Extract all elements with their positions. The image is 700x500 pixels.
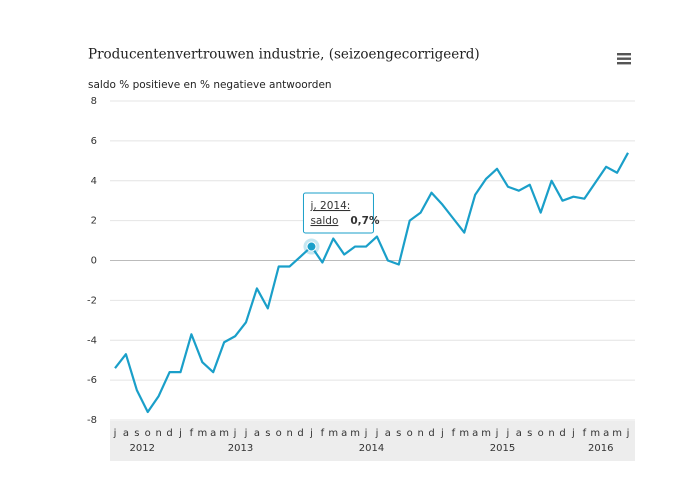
- x-tick-label: m: [459, 428, 469, 439]
- x-group-label: 2016: [588, 443, 613, 454]
- x-tick-label: s: [134, 428, 139, 439]
- x-tick-label: j: [571, 428, 575, 439]
- x-tick-label: n: [417, 428, 423, 439]
- x-tick-label: f: [583, 428, 587, 439]
- x-tick-label: m: [197, 428, 207, 439]
- x-tick-label: m: [350, 428, 360, 439]
- y-tick-label: 8: [91, 96, 97, 107]
- chart-subtitle: saldo % positieve en % negatieve antwoor…: [88, 79, 332, 91]
- x-tick-label: a: [341, 428, 347, 439]
- x-tick-label: f: [452, 428, 456, 439]
- x-tick-label: m: [590, 428, 600, 439]
- x-tick-label: a: [385, 428, 391, 439]
- x-tick-label: j: [364, 428, 368, 439]
- tooltip-box: [302, 192, 374, 234]
- y-tick-label: 6: [91, 136, 97, 147]
- y-tick-label: -2: [87, 295, 97, 306]
- tooltip-series: saldo: [310, 215, 338, 227]
- x-tick-label: j: [440, 428, 444, 439]
- x-tick-label: d: [297, 428, 303, 439]
- x-tick-label: d: [559, 428, 565, 439]
- x-group-label: 2012: [130, 443, 155, 454]
- chart-title: Producentenvertrouwen industrie, (seizoe…: [88, 47, 480, 63]
- x-tick-label: j: [375, 428, 379, 439]
- x-tick-label: f: [321, 428, 325, 439]
- x-tick-label: a: [123, 428, 129, 439]
- x-tick-label: a: [516, 428, 522, 439]
- x-tick-label: o: [145, 428, 151, 439]
- menu-bar: [617, 53, 631, 56]
- y-tick-label: 4: [91, 176, 97, 187]
- menu-button[interactable]: [617, 53, 631, 65]
- x-tick-label: m: [328, 428, 338, 439]
- tooltip-number: 0,7%: [350, 215, 380, 227]
- y-tick-label: -6: [87, 375, 97, 386]
- x-tick-label: a: [210, 428, 216, 439]
- x-tick-label: j: [506, 428, 510, 439]
- x-tick-label: a: [603, 428, 609, 439]
- x-tick-label: d: [428, 428, 434, 439]
- x-tick-label: s: [265, 428, 270, 439]
- x-tick-label: m: [219, 428, 229, 439]
- y-tick-label: 2: [91, 216, 97, 227]
- x-tick-label: m: [612, 428, 622, 439]
- x-tick-label: a: [254, 428, 260, 439]
- x-tick-label: j: [113, 428, 117, 439]
- x-tick-label: o: [276, 428, 282, 439]
- tooltip: j, 2014: saldo 0,7%: [302, 192, 380, 234]
- x-tick-label: j: [244, 428, 248, 439]
- x-group-label: 2014: [359, 443, 384, 454]
- x-tick-label: j: [495, 428, 499, 439]
- x-group-label: 2013: [228, 443, 253, 454]
- hover-point: [306, 241, 317, 252]
- tooltip-value: saldo 0,7%: [310, 215, 380, 227]
- x-tick-label: n: [286, 428, 292, 439]
- x-axis-band: [110, 421, 635, 461]
- x-tick-label: j: [309, 428, 313, 439]
- x-tick-label: n: [155, 428, 161, 439]
- x-tick-label: f: [190, 428, 194, 439]
- x-tick-label: j: [233, 428, 237, 439]
- x-tick-label: o: [538, 428, 544, 439]
- data-line: [114, 152, 629, 414]
- x-tick-label: d: [166, 428, 172, 439]
- x-tick-label: n: [548, 428, 554, 439]
- x-tick-label: a: [472, 428, 478, 439]
- x-group-label: 2015: [490, 443, 515, 454]
- menu-bar: [617, 62, 631, 65]
- y-tick-label: 0: [91, 256, 97, 267]
- y-tick-label: -4: [87, 335, 97, 346]
- x-tick-label: s: [396, 428, 401, 439]
- x-tick-label: m: [481, 428, 491, 439]
- x-tick-label: s: [527, 428, 532, 439]
- x-tick-label: j: [626, 428, 630, 439]
- x-tick-label: o: [407, 428, 413, 439]
- menu-bar: [617, 57, 631, 60]
- tooltip-title: j, 2014:: [309, 200, 350, 212]
- x-tick-label: j: [178, 428, 182, 439]
- y-tick-label: -8: [87, 415, 97, 426]
